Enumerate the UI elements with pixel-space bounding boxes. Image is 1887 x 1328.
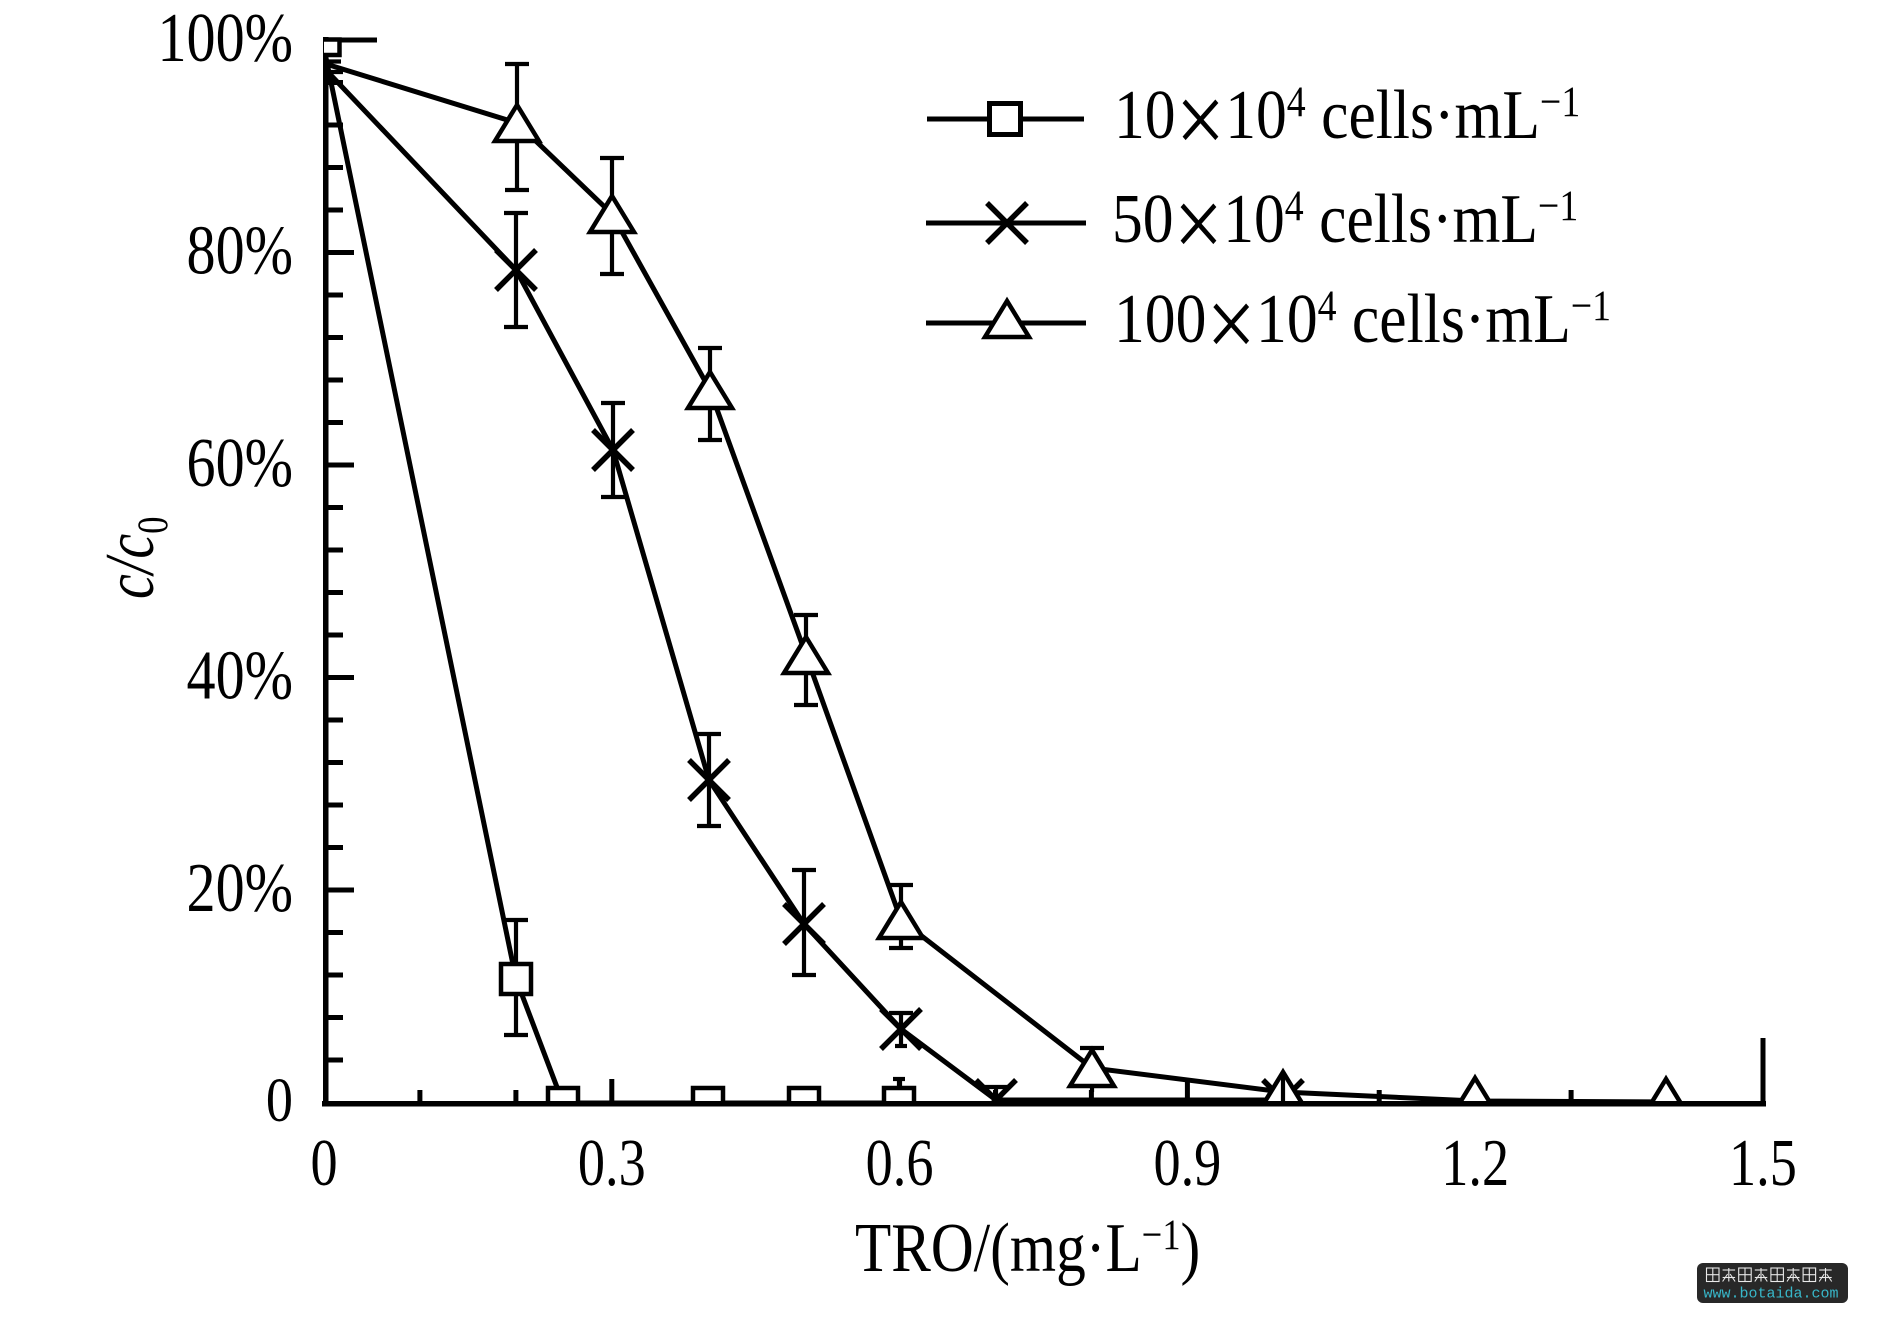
svg-text:0: 0	[266, 1065, 293, 1135]
svg-text:0: 0	[310, 1127, 337, 1201]
svg-text:www.botaida.com: www.botaida.com	[1703, 1286, 1838, 1303]
svg-text:40%: 40%	[187, 636, 293, 713]
svg-text:c/c0: c/c0	[91, 517, 177, 599]
svg-text:TRO/(mg·L−1): TRO/(mg·L−1)	[855, 1210, 1200, 1288]
svg-text:1.5: 1.5	[1729, 1127, 1797, 1201]
svg-text:60%: 60%	[187, 424, 293, 501]
svg-text:100%: 100%	[157, 0, 293, 76]
svg-text:50×104 cells·mL−1: 50×104 cells·mL−1	[1112, 169, 1578, 279]
svg-text:0.6: 0.6	[866, 1127, 934, 1201]
svg-text:1.2: 1.2	[1441, 1127, 1509, 1201]
svg-text:100×104 cells·mL−1: 100×104 cells·mL−1	[1114, 269, 1611, 379]
svg-text:10×104 cells·mL−1: 10×104 cells·mL−1	[1114, 65, 1580, 175]
svg-text:80%: 80%	[187, 211, 293, 288]
svg-text:20%: 20%	[187, 849, 293, 926]
svg-text:0.9: 0.9	[1153, 1127, 1221, 1201]
svg-text:0.3: 0.3	[578, 1127, 646, 1201]
